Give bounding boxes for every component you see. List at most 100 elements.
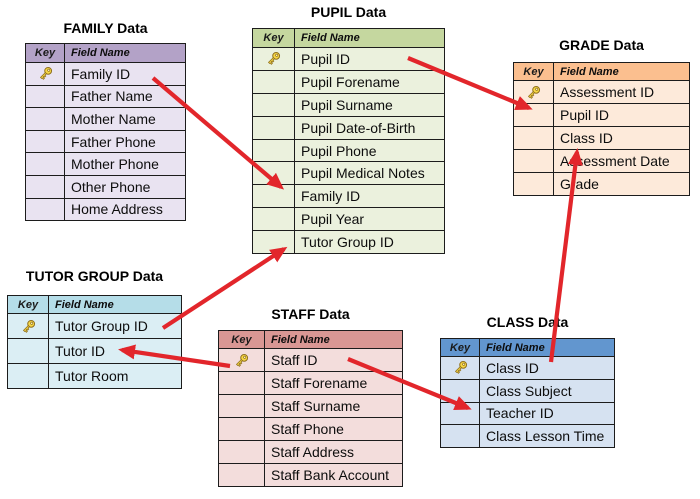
class-table-title: CLASS Data xyxy=(486,314,569,330)
empty-key-cell xyxy=(440,378,480,403)
primary-key-icon xyxy=(454,361,467,375)
class-table: Key Field Name Class ID Class Subject Teache… xyxy=(440,338,615,448)
field-name-cell: Pupil Year xyxy=(294,207,445,232)
table-row: Assessment Date xyxy=(513,149,690,173)
empty-key-cell xyxy=(218,440,265,464)
field-name-cell: Father Name xyxy=(64,84,186,109)
empty-key-cell xyxy=(25,107,65,131)
field-name-cell: Father Phone xyxy=(64,129,186,154)
table-row: Pupil Forename xyxy=(252,69,445,94)
empty-key-cell xyxy=(252,207,295,232)
field-name-cell: Assessment Date xyxy=(553,149,690,173)
table-row: Pupil Phone xyxy=(252,138,445,163)
table-row: Tutor Group ID xyxy=(252,230,445,255)
empty-key-cell xyxy=(25,129,65,154)
table-row: Staff ID xyxy=(218,348,403,372)
empty-key-cell xyxy=(252,161,295,186)
table-row: Teacher ID xyxy=(440,401,615,426)
empty-key-cell xyxy=(25,84,65,109)
field-name-cell: Staff Surname xyxy=(264,394,403,418)
field-name-column-header: Field Name xyxy=(64,43,186,63)
primary-key-icon xyxy=(39,67,52,81)
table-row: Home Address xyxy=(25,197,186,222)
field-name-column-header: Field Name xyxy=(553,62,690,81)
table-row: Pupil Surname xyxy=(252,92,445,117)
staff-table-title: STAFF Data xyxy=(271,306,350,322)
table-row: Grade xyxy=(513,172,690,196)
empty-key-cell xyxy=(7,363,49,389)
table-row: Staff Bank Account xyxy=(218,463,403,487)
key-column-header: Key xyxy=(440,338,480,357)
empty-key-cell xyxy=(25,152,65,176)
field-name-cell: Staff ID xyxy=(264,348,403,372)
table-row: Class ID xyxy=(440,356,615,380)
table-row: Staff Address xyxy=(218,440,403,464)
table-row: Mother Phone xyxy=(25,152,186,176)
empty-key-cell xyxy=(513,172,554,196)
pupil-header-row: Key Field Name xyxy=(252,28,445,48)
empty-key-cell xyxy=(513,149,554,173)
field-name-cell: Class ID xyxy=(553,126,690,150)
field-name-cell: Pupil Phone xyxy=(294,138,445,163)
primary-key-cell xyxy=(25,62,65,86)
table-row: Class Lesson Time xyxy=(440,424,615,448)
table-row: Staff Phone xyxy=(218,417,403,441)
field-name-column-header: Field Name xyxy=(48,295,182,314)
primary-key-cell xyxy=(513,80,554,104)
field-name-cell: Pupil Date-of-Birth xyxy=(294,115,445,140)
tutor_group-header-row: Key Field Name xyxy=(7,295,182,314)
table-row: Other Phone xyxy=(25,174,186,199)
field-name-cell: Mother Name xyxy=(64,107,186,131)
field-name-cell: Staff Address xyxy=(264,440,403,464)
table-row: Class ID xyxy=(513,126,690,150)
field-name-cell: Assessment ID xyxy=(553,80,690,104)
field-name-cell: Pupil ID xyxy=(553,103,690,127)
table-row: Tutor Group ID xyxy=(7,313,182,339)
table-row: Pupil Medical Notes xyxy=(252,161,445,186)
empty-key-cell xyxy=(25,197,65,222)
field-name-column-header: Field Name xyxy=(479,338,615,357)
empty-key-cell xyxy=(252,184,295,209)
staff-table: Key Field Name Staff ID Staff Forename Staff… xyxy=(218,330,403,487)
primary-key-cell xyxy=(7,313,49,339)
field-name-cell: Class ID xyxy=(479,356,615,380)
empty-key-cell xyxy=(252,138,295,163)
field-name-column-header: Field Name xyxy=(294,28,445,48)
key-column-header: Key xyxy=(25,43,65,63)
field-name-cell: Staff Forename xyxy=(264,371,403,395)
table-row: Staff Forename xyxy=(218,371,403,395)
tutor_group-table-title: TUTOR GROUP Data xyxy=(25,268,164,284)
empty-key-cell xyxy=(252,92,295,117)
table-row: Family ID xyxy=(252,184,445,209)
field-name-cell: Tutor Group ID xyxy=(48,313,182,339)
class-header-row: Key Field Name xyxy=(440,338,615,357)
empty-key-cell xyxy=(218,371,265,395)
field-name-cell: Grade xyxy=(553,172,690,196)
field-name-cell: Class Subject xyxy=(479,378,615,403)
table-row: Pupil ID xyxy=(252,47,445,71)
empty-key-cell xyxy=(252,115,295,140)
field-name-cell: Family ID xyxy=(64,62,186,86)
field-name-cell: Staff Phone xyxy=(264,417,403,441)
empty-key-cell xyxy=(218,417,265,441)
primary-key-cell xyxy=(252,47,295,71)
staff-header-row: Key Field Name xyxy=(218,330,403,349)
empty-key-cell xyxy=(513,126,554,150)
table-row: Tutor Room xyxy=(7,363,182,389)
pupil-table-title: PUPIL Data xyxy=(310,4,387,20)
grade-table: Key Field Name Assessment ID Pupil ID Class … xyxy=(513,62,690,196)
table-row: Staff Surname xyxy=(218,394,403,418)
primary-key-cell xyxy=(440,356,480,380)
table-row: Class Subject xyxy=(440,378,615,403)
primary-key-icon xyxy=(22,319,35,333)
field-name-cell: Pupil ID xyxy=(294,47,445,71)
empty-key-cell xyxy=(218,394,265,418)
empty-key-cell xyxy=(440,401,480,426)
field-name-cell: Teacher ID xyxy=(479,401,615,426)
primary-key-icon xyxy=(267,52,281,66)
pupil-table: Key Field Name Pupil ID Pupil Forename Pupil… xyxy=(252,28,445,255)
field-name-cell: Tutor Group ID xyxy=(294,230,445,255)
field-name-cell: Pupil Surname xyxy=(294,92,445,117)
empty-key-cell xyxy=(7,338,49,364)
